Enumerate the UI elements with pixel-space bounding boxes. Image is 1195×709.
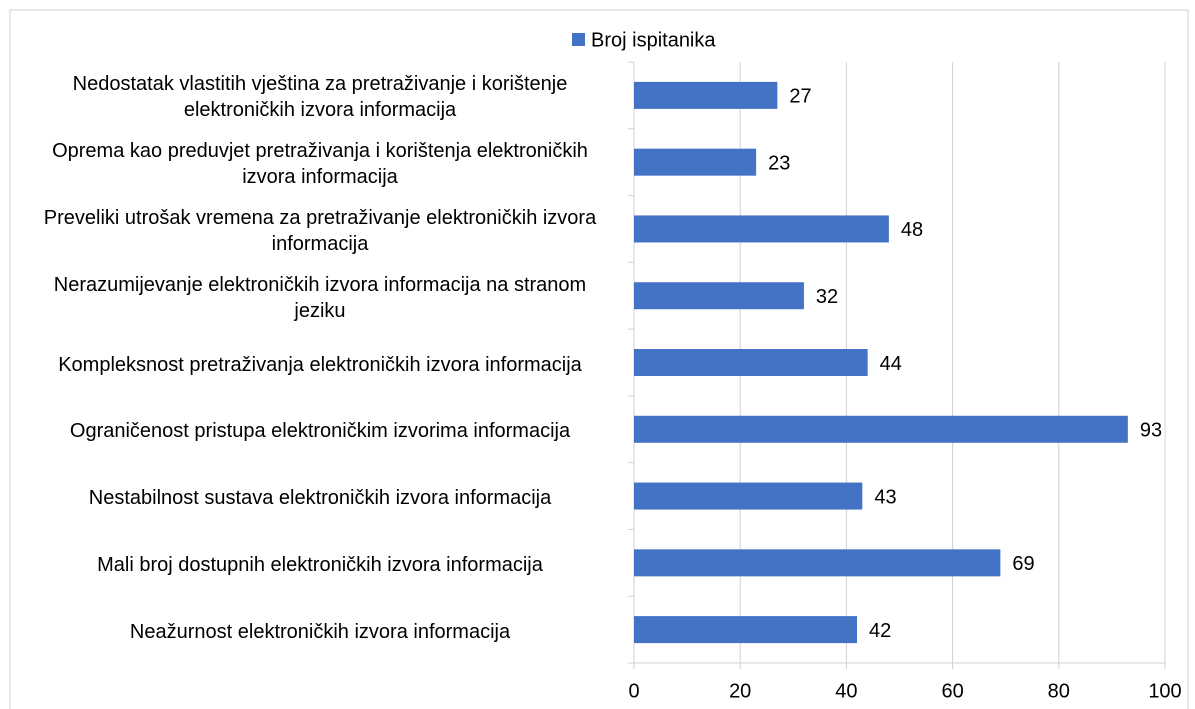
value-label: 42 (869, 620, 891, 642)
bar (634, 148, 757, 176)
category-label: Oprema kao preduvjet pretraživanja i kor… (52, 140, 588, 189)
bar (634, 549, 1001, 577)
category-label: Preveliki utrošak vremena za pretraživan… (43, 206, 597, 255)
value-label: 23 (768, 152, 790, 174)
x-tick-label: 80 (1048, 680, 1070, 702)
category-label: Nestabilnost sustava elektroničkih izvor… (88, 487, 552, 510)
bar (634, 282, 804, 310)
value-label: 48 (901, 219, 923, 241)
bar (634, 81, 778, 109)
value-label: 69 (1012, 553, 1034, 575)
bar (634, 616, 858, 644)
x-tick-label: 100 (1148, 680, 1181, 702)
bar (634, 215, 889, 243)
legend-swatch (572, 33, 585, 46)
category-label: Mali broj dostupnih elektroničkih izvora… (97, 553, 543, 576)
category-label: Nerazumijevanje elektroničkih izvora inf… (53, 273, 587, 322)
x-tick-label: 40 (835, 680, 857, 702)
category-label: Kompleksnost pretraživanja elektroničkih… (58, 353, 582, 376)
legend-label: Broj ispitanika (591, 29, 716, 51)
x-tick-label: 60 (941, 680, 963, 702)
x-tick-label: 20 (729, 680, 751, 702)
bar (634, 415, 1128, 443)
value-label: 93 (1140, 420, 1162, 442)
x-tick-label: 0 (628, 680, 639, 702)
chart-border (9, 9, 1189, 709)
category-label: Neažurnost elektroničkih izvora informac… (129, 620, 511, 643)
value-label: 44 (880, 353, 902, 375)
category-label: Ograničenost pristupa elektroničkim izvo… (69, 420, 571, 443)
value-label: 27 (789, 86, 811, 108)
value-label: 43 (874, 486, 896, 508)
category-label: Nedostatak vlastitih vještina za pretraž… (72, 73, 568, 122)
bar (634, 349, 868, 376)
bar (634, 482, 863, 510)
value-label: 32 (816, 286, 838, 308)
